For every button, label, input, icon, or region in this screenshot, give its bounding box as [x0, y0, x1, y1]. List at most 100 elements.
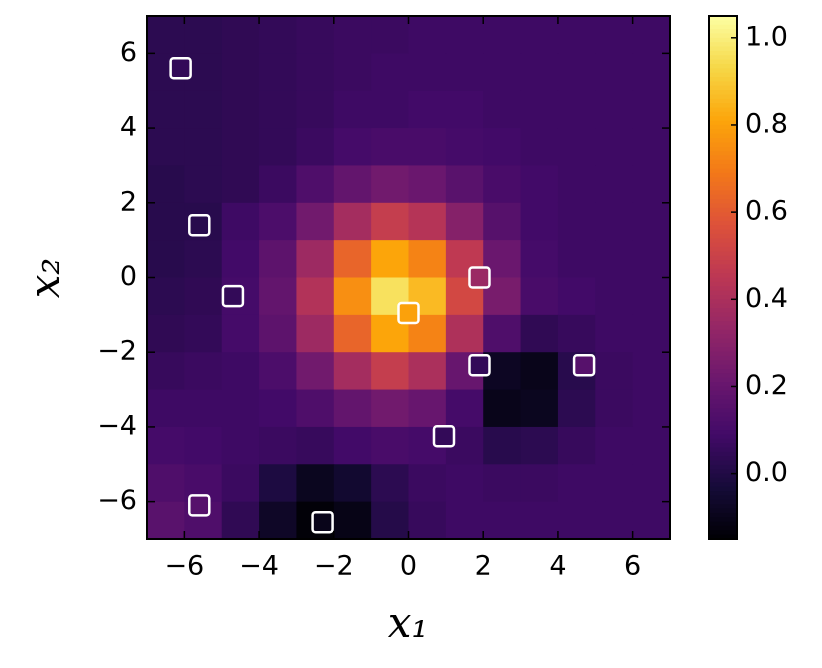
- heat-cell: [333, 501, 372, 540]
- heat-cell: [557, 501, 596, 540]
- heat-cell: [296, 426, 335, 465]
- y-tick-label: 6: [120, 37, 137, 68]
- heat-cell: [333, 389, 372, 428]
- point: [397, 301, 420, 325]
- colorbar-segment: [709, 120, 737, 126]
- colorbar-segment: [709, 434, 737, 440]
- heat-cell: [259, 165, 297, 204]
- x-tick-label: −4: [239, 551, 279, 582]
- heat-cell: [520, 90, 559, 129]
- point: [221, 284, 245, 308]
- heat-cell: [259, 16, 297, 54]
- colorbar-segment: [709, 155, 737, 161]
- colorbar-segment: [709, 94, 737, 100]
- colorbar-segment: [709, 303, 737, 309]
- heat-cell: [296, 165, 335, 204]
- heat-cell: [221, 464, 260, 503]
- colorbar-segment: [709, 138, 737, 143]
- heat-cell: [483, 464, 522, 503]
- heat-cell: [371, 128, 409, 166]
- y-axis-label: x₂: [20, 258, 69, 299]
- colorbar-segment: [709, 395, 737, 401]
- colorbar-segment: [709, 351, 737, 357]
- heat-cell: [483, 90, 522, 129]
- heat-cell: [408, 90, 447, 129]
- heat-cell: [520, 128, 559, 166]
- colorbar-segment: [709, 360, 737, 366]
- heat-cell: [371, 464, 409, 503]
- heat-cell: [221, 128, 260, 166]
- heat-cell: [595, 53, 634, 92]
- colorbar-segment: [709, 438, 737, 444]
- x-tick-label: 6: [624, 551, 641, 582]
- colorbar-segment: [709, 390, 737, 396]
- heat-cell: [221, 165, 260, 204]
- heat-cell: [632, 501, 671, 540]
- colorbar-segment: [709, 185, 737, 191]
- heat-cell: [595, 277, 634, 316]
- colorbar-segment: [709, 386, 737, 392]
- heat-cell: [371, 202, 409, 241]
- colorbar-segment: [709, 37, 737, 43]
- colorbar-segment: [709, 308, 737, 313]
- heat-cell: [259, 389, 297, 428]
- colorbar-segment: [709, 504, 737, 510]
- colorbar-segment: [709, 403, 737, 409]
- colorbar-segment: [709, 294, 737, 300]
- heat-cell: [632, 389, 671, 428]
- heat-cell: [595, 464, 634, 503]
- colorbar-tick-label: 0.2: [745, 370, 788, 401]
- heat-cell: [259, 352, 297, 391]
- heat-cell: [184, 16, 223, 54]
- colorbar-segment: [709, 508, 737, 514]
- colorbar-segment: [709, 268, 737, 274]
- heat-cell: [184, 314, 223, 353]
- colorbar-segment: [709, 469, 737, 475]
- heat-cell: [333, 202, 372, 241]
- heat-cell: [632, 240, 671, 278]
- heat-cell: [408, 352, 447, 391]
- heat-cell: [520, 426, 559, 465]
- colorbar-frame: [708, 15, 738, 540]
- heat-cell: [408, 202, 447, 241]
- heat-cell: [408, 128, 447, 166]
- heat-cell: [147, 464, 185, 503]
- point: [169, 57, 192, 80]
- colorbar-segment: [709, 451, 737, 457]
- colorbar-segment: [709, 81, 737, 87]
- heat-cell: [371, 426, 409, 465]
- heat-cell: [557, 240, 596, 278]
- heat-cell: [632, 16, 671, 54]
- heat-cell: [445, 16, 484, 54]
- heat-cell: [483, 165, 522, 204]
- colorbar-segment: [709, 482, 737, 488]
- colorbar-tick-label: 0.8: [745, 108, 788, 139]
- heat-cell: [147, 16, 185, 54]
- heat-cell: [259, 240, 297, 278]
- colorbar-segment: [709, 495, 737, 501]
- heat-cell: [520, 240, 559, 278]
- heat-cell: [520, 389, 559, 428]
- heat-cell: [147, 202, 185, 241]
- heat-cell: [221, 240, 260, 278]
- heat-cell: [632, 165, 671, 204]
- heat-cell: [184, 240, 223, 278]
- heat-cell: [221, 16, 260, 54]
- colorbar-segment: [709, 194, 737, 200]
- x-tick-label: 0: [400, 551, 417, 582]
- colorbar-segment: [709, 447, 737, 453]
- colorbar-segment: [709, 85, 737, 91]
- heat-cell: [595, 501, 634, 540]
- colorbar-segment: [709, 281, 737, 287]
- colorbar-segment: [709, 369, 737, 374]
- heat-cell: [408, 464, 447, 503]
- heat-cell: [147, 501, 185, 540]
- y-tick-label: 4: [120, 112, 137, 143]
- heat-cell: [483, 202, 522, 241]
- colorbar-segment: [709, 416, 737, 422]
- colorbar-segment: [709, 477, 737, 483]
- heat-cell: [595, 389, 634, 428]
- colorbar-tick-label: 1.0: [745, 21, 788, 52]
- heat-cell: [333, 53, 372, 92]
